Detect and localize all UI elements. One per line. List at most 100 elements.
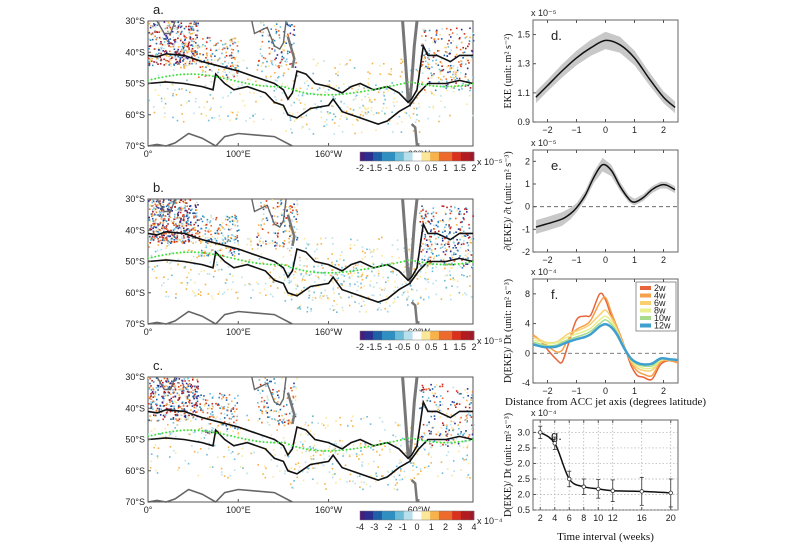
data-cell — [172, 94, 174, 97]
data-cell — [472, 252, 475, 254]
data-cell — [280, 60, 282, 62]
jet-axis-point — [385, 86, 388, 88]
data-cell — [348, 454, 351, 456]
data-cell — [163, 41, 166, 43]
data-cell — [445, 223, 447, 226]
data-cell — [342, 309, 344, 312]
data-cell — [206, 412, 209, 414]
data-cell — [354, 283, 356, 286]
y-tick-label: 40°S — [125, 47, 145, 57]
data-cell — [289, 51, 291, 53]
data-cell — [163, 116, 166, 118]
data-cell — [440, 461, 443, 463]
data-cell — [162, 199, 165, 201]
data-cell — [372, 262, 374, 265]
data-cell — [154, 23, 156, 26]
data-cell — [285, 217, 287, 219]
data-cell — [202, 409, 204, 412]
data-cell — [173, 449, 175, 452]
data-cell — [421, 396, 424, 398]
data-cell — [422, 249, 424, 251]
data-cell — [162, 397, 164, 399]
data-cell — [361, 246, 364, 248]
data-cell — [461, 60, 463, 63]
data-cell — [249, 283, 252, 286]
data-cell — [262, 218, 264, 220]
data-cell — [337, 264, 340, 266]
data-cell — [428, 221, 431, 223]
data-cell — [468, 434, 471, 436]
data-cell — [316, 243, 319, 246]
data-cell — [381, 263, 383, 265]
data-cell — [156, 227, 159, 230]
data-cell — [320, 111, 323, 113]
data-cell — [181, 388, 183, 390]
data-cell — [353, 244, 356, 246]
data-cell — [361, 99, 363, 101]
data-cell — [180, 228, 182, 230]
data-cell — [168, 41, 170, 43]
data-cell — [206, 59, 209, 61]
data-cell — [172, 92, 174, 95]
data-cell — [193, 23, 196, 25]
data-cell — [280, 65, 283, 67]
data-cell — [227, 406, 229, 409]
data-cell — [270, 62, 273, 64]
data-cell — [221, 249, 223, 251]
data-cell — [319, 454, 322, 456]
data-cell — [254, 113, 256, 115]
data-cell — [337, 74, 339, 77]
data-cell — [165, 38, 167, 40]
data-cell — [187, 45, 189, 48]
data-cell — [457, 207, 460, 210]
data-cell — [394, 286, 396, 288]
data-cell — [197, 44, 199, 47]
data-cell — [339, 106, 342, 109]
data-cell — [257, 224, 260, 226]
legend-label: 10w — [654, 313, 671, 323]
data-cell — [190, 209, 192, 212]
data-cell — [183, 201, 185, 204]
data-cell — [300, 426, 302, 429]
data-cell — [159, 43, 162, 45]
data-cell — [230, 48, 233, 51]
jet-axis-point — [410, 81, 413, 84]
data-cell — [168, 199, 170, 201]
data-cell — [226, 45, 228, 48]
colorbar-tick-label: -0.5 — [395, 342, 411, 352]
data-cell — [326, 92, 329, 95]
data-cell — [327, 258, 329, 260]
data-cell — [276, 287, 279, 289]
data-cell — [435, 237, 437, 240]
data-cell — [188, 216, 190, 219]
data-cell — [217, 68, 220, 71]
data-cell — [341, 284, 343, 286]
data-cell — [210, 238, 212, 240]
data-cell — [210, 55, 213, 58]
data-cell — [404, 269, 407, 271]
data-cell — [449, 67, 452, 69]
data-cell — [400, 461, 402, 464]
data-cell — [334, 440, 337, 443]
data-cell — [183, 50, 185, 52]
data-cell — [215, 239, 218, 242]
data-cell — [168, 204, 171, 207]
data-cell — [422, 207, 425, 210]
data-cell — [203, 395, 205, 397]
axis-scale: x 10⁻⁵ — [531, 138, 557, 148]
data-cell — [177, 469, 179, 471]
data-cell — [165, 385, 167, 387]
data-cell — [181, 282, 183, 284]
data-cell — [460, 65, 462, 68]
data-cell — [391, 270, 394, 272]
data-cell — [393, 488, 396, 490]
data-cell — [312, 296, 314, 299]
data-cell — [466, 67, 469, 70]
data-cell — [428, 238, 431, 241]
data-cell — [288, 230, 291, 233]
data-point — [639, 489, 644, 494]
data-cell — [300, 274, 302, 276]
data-cell — [410, 244, 412, 246]
jet-axis-point — [428, 440, 431, 443]
data-cell — [290, 298, 293, 301]
